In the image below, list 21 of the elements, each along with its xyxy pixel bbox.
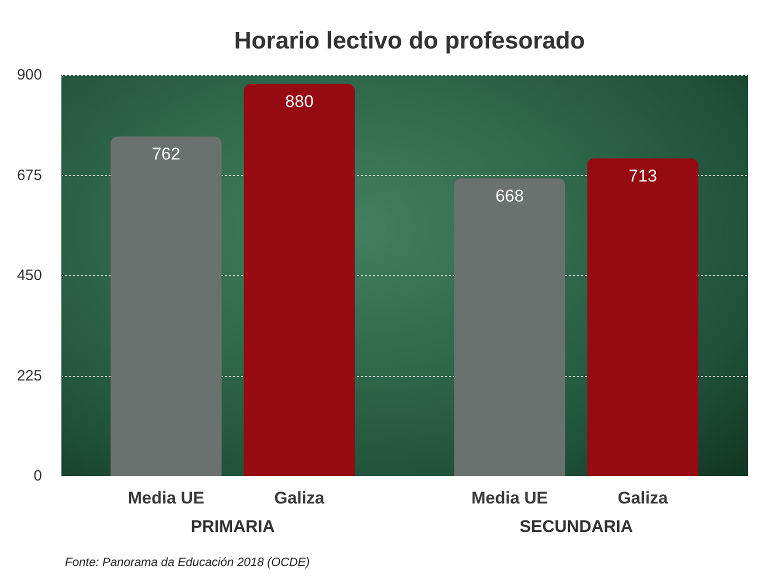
data-label: 762 [152, 144, 180, 164]
bar [454, 178, 566, 476]
text: Media UE [471, 488, 548, 508]
source-note: Fonte: Panorama da Educación 2018 (OCDE) [65, 555, 310, 569]
data-label: 880 [285, 92, 314, 111]
y-tick-label: 900 [16, 66, 42, 84]
bar [244, 84, 355, 476]
x-tick-label: PRIMARIA [190, 517, 275, 536]
series-label: Media UE [128, 488, 204, 508]
y-tick-label: 225 [16, 367, 42, 384]
x-tick-label: SECUNDARIA [520, 517, 633, 536]
text: Galiza [618, 488, 668, 508]
chart-title: Horario lectivo do profesorado [234, 28, 585, 54]
y-tick-label: 450 [16, 267, 42, 284]
data-label: 668 [495, 186, 524, 206]
y-tick-label: 675 [16, 166, 42, 184]
bar [587, 158, 698, 476]
series-label: Galiza [274, 488, 325, 508]
y-tick-label: 0 [34, 468, 42, 484]
bar [110, 136, 222, 476]
data-label: 713 [628, 166, 658, 186]
